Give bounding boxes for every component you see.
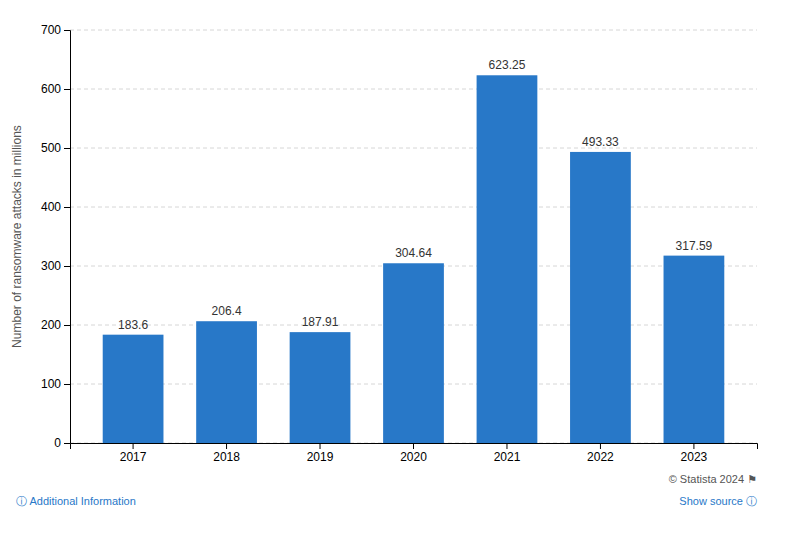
- tick-mark: [693, 443, 694, 449]
- tick: 300: [41, 259, 70, 273]
- tick-mark: [64, 384, 70, 385]
- bar: [103, 335, 164, 443]
- tick-mark: [64, 325, 70, 326]
- tick-mark: [226, 443, 227, 449]
- bar: [383, 263, 444, 443]
- y-axis-title: Number of ransomware attacks in millions: [10, 125, 24, 348]
- tick-mark: [413, 443, 414, 449]
- tick-label: 2019: [307, 450, 334, 464]
- tick: 2019: [307, 443, 334, 464]
- annotation: ⓘ Additional Information: [16, 495, 136, 507]
- tick: 700: [41, 23, 70, 37]
- tick-mark: [64, 89, 70, 90]
- chart: 183.6 206.4 187.91 304.64 623.25 493.33 317.59…: [0, 0, 787, 538]
- y-axis: 0 100 200 300 400 500 600 700: [41, 23, 71, 450]
- grid-line: [70, 89, 757, 90]
- tick-label: 2017: [120, 450, 147, 464]
- data-labels: 183.6 206.4 187.91 304.64 623.25 493.33 317.59: [118, 58, 713, 331]
- grid-line: [70, 148, 757, 149]
- tick: 400: [41, 200, 70, 214]
- tick: 2023: [681, 443, 708, 464]
- x-axis: 2017 2018 2019 2020 2021 2022 2023: [71, 443, 758, 464]
- tick-label: 2020: [400, 450, 427, 464]
- tick-label: 600: [41, 82, 61, 96]
- tick: 500: [41, 141, 70, 155]
- tick-mark: [600, 443, 601, 449]
- tick: 100: [41, 377, 70, 391]
- tick-label: 2021: [494, 450, 521, 464]
- grid: [70, 30, 757, 443]
- tick-label: 400: [41, 200, 61, 214]
- data-label: 623.25: [489, 58, 526, 72]
- tick-label: 100: [41, 377, 61, 391]
- tick-label: 700: [41, 23, 61, 37]
- annotation: Show source ⓘ: [679, 495, 757, 507]
- axis-line: [71, 444, 758, 450]
- bar: [570, 152, 631, 443]
- bar: [477, 75, 538, 443]
- footer: © Statista 2024 ⚑ Show source ⓘ ⓘ Addition…: [16, 473, 757, 507]
- tick-label: 0: [54, 436, 61, 450]
- tick-label: 2023: [681, 450, 708, 464]
- plot: 183.6 206.4 187.91 304.64 623.25 493.33 317.59…: [41, 23, 758, 463]
- bar: [196, 321, 257, 443]
- tick: 2018: [213, 443, 240, 464]
- bars: [103, 75, 725, 443]
- bar: [664, 256, 725, 443]
- tick-label: 300: [41, 259, 61, 273]
- tick: 0: [54, 436, 70, 450]
- data-label: 317.59: [676, 239, 713, 253]
- tick-mark: [64, 266, 70, 267]
- annotation: © Statista 2024 ⚑: [669, 473, 757, 485]
- tick: 2021: [494, 443, 521, 464]
- tick-mark: [320, 443, 321, 449]
- axis-line: [64, 31, 71, 444]
- tick-mark: [64, 443, 70, 444]
- data-label: 493.33: [582, 135, 619, 149]
- tick-mark: [64, 207, 70, 208]
- tick: 2022: [587, 443, 614, 464]
- grid-line: [70, 30, 757, 31]
- data-label: 206.4: [212, 304, 242, 318]
- data-label: 304.64: [395, 246, 432, 260]
- grid-line: [70, 207, 757, 208]
- tick-label: 2022: [587, 450, 614, 464]
- data-label: 187.91: [302, 315, 339, 329]
- tick: 600: [41, 82, 70, 96]
- tick-label: 2018: [213, 450, 240, 464]
- tick-mark: [133, 443, 134, 449]
- tick-mark: [506, 443, 507, 449]
- tick: 2020: [400, 443, 427, 464]
- bar: [290, 332, 351, 443]
- tick: 200: [41, 318, 70, 332]
- tick-mark: [64, 30, 70, 31]
- tick-mark: [64, 148, 70, 149]
- data-label: 183.6: [118, 318, 148, 332]
- tick-label: 500: [41, 141, 61, 155]
- tick: 2017: [120, 443, 147, 464]
- tick-label: 200: [41, 318, 61, 332]
